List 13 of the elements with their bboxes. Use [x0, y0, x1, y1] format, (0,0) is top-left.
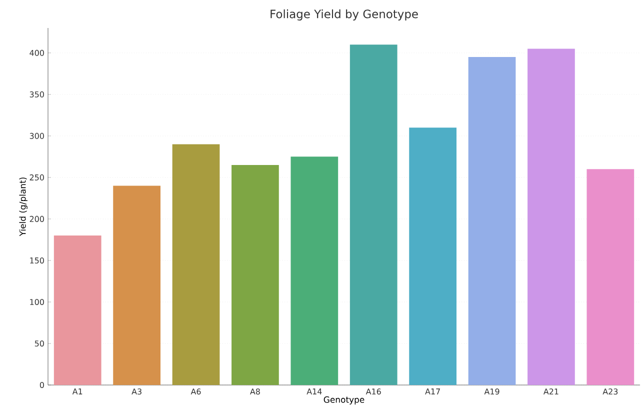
chart-title: Foliage Yield by Genotype	[270, 9, 418, 20]
bar	[113, 186, 160, 385]
bar	[232, 164, 279, 385]
bar	[586, 169, 634, 385]
bar	[468, 57, 516, 385]
bar	[290, 156, 338, 385]
x-axis-title: Genotype	[324, 396, 364, 404]
bar	[172, 144, 220, 385]
y-axis-title: Yield (g/plant)	[19, 178, 28, 236]
bar	[528, 48, 575, 385]
bar	[409, 128, 456, 385]
bar	[350, 44, 398, 385]
bar	[54, 236, 102, 385]
